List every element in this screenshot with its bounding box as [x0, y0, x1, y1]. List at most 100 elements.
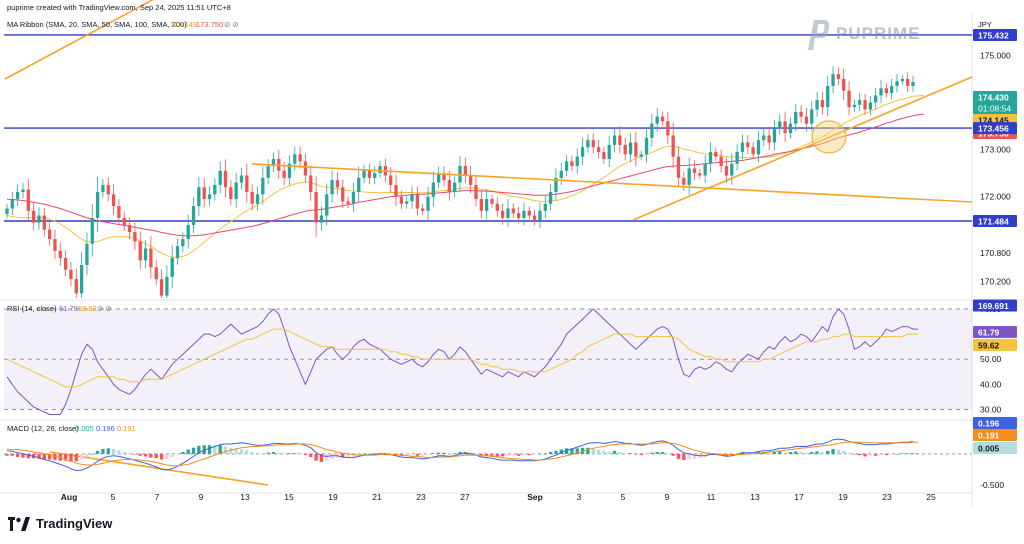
macd-histogram-bar — [101, 448, 105, 454]
trendline-descending — [251, 163, 973, 203]
macd-histogram-bar — [207, 445, 212, 454]
footer-branding: TradingView — [8, 516, 112, 531]
macd-histogram-bar — [858, 453, 862, 456]
candle-body — [101, 184, 105, 192]
candle-body — [735, 151, 739, 164]
macd-histogram-bar — [746, 452, 750, 454]
candle-body — [143, 248, 148, 261]
time-tick-label: 13 — [750, 492, 760, 502]
candle-body — [405, 201, 409, 204]
macd-histogram-bar — [250, 452, 254, 454]
candle-body — [580, 147, 585, 157]
candle-body — [442, 173, 446, 181]
candle-body — [730, 163, 734, 176]
candle-body — [831, 74, 835, 86]
time-tick-label: 27 — [460, 492, 470, 502]
time-tick-label: 13 — [240, 492, 250, 502]
candle-body — [389, 175, 393, 185]
macd-legend-macd-value: 0.196 — [96, 424, 115, 433]
candle-body — [602, 151, 606, 159]
price-badge-value: 173.456 — [978, 124, 1009, 134]
macd-histogram-bar — [900, 453, 904, 454]
candle-body — [772, 128, 777, 143]
candle-body — [255, 194, 260, 204]
candle-body — [367, 170, 372, 178]
candle-body — [309, 175, 313, 192]
macd-histogram-bar — [373, 453, 377, 454]
macd-histogram-bar — [490, 453, 494, 456]
candle-body — [767, 135, 771, 143]
time-tick-label: 25 — [926, 492, 936, 502]
candle-body — [628, 142, 633, 155]
price-tick-label: 173.000 — [980, 145, 1011, 155]
macd-histogram-bar — [154, 453, 158, 459]
macd-histogram-bar — [303, 453, 308, 456]
macd-histogram-bar — [671, 453, 675, 456]
moving-averages — [6, 94, 924, 259]
macd-histogram-bar — [607, 451, 611, 454]
macd-histogram-bar — [820, 452, 825, 454]
candle-body — [618, 135, 622, 145]
ma-line-20 — [6, 94, 924, 259]
macd-histogram-bar — [79, 453, 84, 460]
candle-body — [724, 166, 729, 176]
macd-histogram-bar — [522, 453, 526, 456]
candle-body — [175, 246, 180, 258]
candle-body — [682, 177, 686, 185]
macd-histogram-bar — [314, 453, 318, 461]
macd-histogram-bar — [261, 453, 265, 454]
candle-body — [21, 189, 25, 192]
macd-histogram-bar — [421, 453, 425, 456]
macd-histogram-bar — [554, 450, 558, 454]
macd-histogram-bar — [655, 452, 659, 454]
candle-body — [250, 191, 254, 204]
candle-body — [650, 123, 654, 138]
time-tick-label: 9 — [199, 492, 204, 502]
rsi-legend-eye-icon[interactable]: ⊘ ⊘ — [97, 304, 112, 313]
ma-legend-value-20: 174.149 — [170, 20, 197, 29]
candle-body — [666, 121, 670, 136]
brand-watermark: PUPRIME — [802, 16, 920, 52]
macd-histogram-bar — [53, 453, 57, 461]
price-badge — [973, 28, 1017, 41]
macd-histogram-bar — [293, 453, 297, 454]
candle-body — [751, 147, 755, 155]
candle-body — [746, 142, 750, 148]
macd-histogram-bar — [469, 452, 473, 454]
time-tick-label: 21 — [372, 492, 382, 502]
price-tick-label: 175.000 — [980, 50, 1011, 60]
time-tick-label: 7 — [155, 492, 160, 502]
macd-histogram-bar — [890, 453, 894, 455]
macd-histogram-bar — [37, 453, 41, 459]
macd-histogram-bar — [165, 453, 169, 459]
candle-body — [16, 191, 20, 200]
rsi-ma-line — [6, 328, 919, 388]
macd-tick-label: -0.500 — [980, 480, 1004, 490]
macd-histogram-bar — [74, 453, 78, 462]
candle-body — [431, 182, 435, 197]
candle-body — [122, 217, 126, 225]
macd-histogram-bar — [186, 449, 190, 454]
macd-histogram-bar — [330, 453, 334, 459]
macd-histogram-bar — [852, 453, 857, 455]
candle-body — [74, 279, 78, 294]
candle-body — [596, 147, 601, 152]
macd-histogram-bar — [538, 453, 542, 455]
macd-histogram-bar — [810, 452, 814, 454]
candle-body — [698, 173, 702, 176]
candle-body — [740, 142, 745, 152]
candle-body — [660, 116, 665, 122]
trendlines — [4, 0, 973, 486]
candle-body — [559, 170, 563, 178]
candle-body — [570, 161, 574, 167]
macd-histogram-bar — [175, 453, 180, 455]
macd-histogram-bar — [906, 453, 910, 454]
ma-legend-eye-icon[interactable]: ⊘ ⊘ — [224, 20, 239, 29]
time-tick-label: 17 — [794, 492, 804, 502]
macd-histogram-bar — [245, 450, 249, 454]
price-badge-value: 0.196 — [978, 419, 1000, 429]
candles — [5, 66, 915, 298]
price-badge — [973, 215, 1017, 228]
